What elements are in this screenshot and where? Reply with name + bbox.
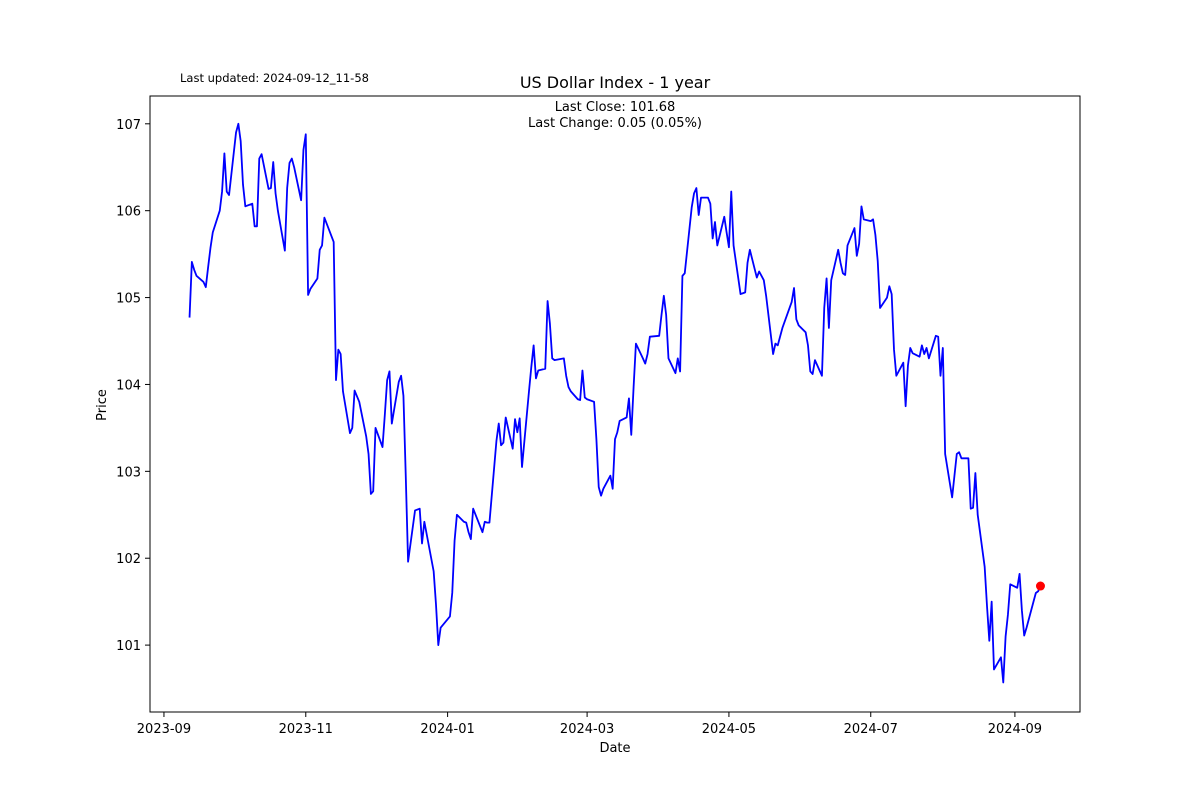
y-tick-label: 104 — [116, 378, 141, 393]
y-tick-label: 105 — [116, 292, 141, 307]
y-tick-label: 102 — [116, 552, 141, 567]
annotation: Last Change: 0.05 (0.05%) — [528, 116, 702, 131]
y-tick-label: 107 — [116, 118, 141, 133]
x-tick-label: 2023-11 — [279, 722, 333, 737]
x-tick-label: 2024-01 — [420, 722, 474, 737]
y-tick-label: 103 — [116, 465, 141, 480]
chart-subtitle: Last updated: 2024-09-12_11-58 — [180, 71, 369, 85]
x-tick-label: 2024-03 — [560, 722, 614, 737]
x-tick-label: 2023-09 — [137, 722, 191, 737]
x-tick-label: 2024-07 — [844, 722, 898, 737]
annotation: Last Close: 101.68 — [555, 100, 676, 115]
last-point — [1035, 581, 1045, 591]
price-line — [188, 122, 1042, 684]
y-tick-label: 101 — [116, 639, 141, 654]
y-tick-label: 106 — [116, 205, 141, 220]
x-tick-label: 2024-09 — [988, 722, 1042, 737]
y-axis-label: Price — [95, 389, 110, 421]
x-tick-label: 2024-05 — [702, 722, 756, 737]
chart-title: US Dollar Index - 1 year — [520, 73, 711, 92]
x-axis-label: Date — [599, 741, 630, 756]
plot-frame — [149, 95, 1081, 713]
